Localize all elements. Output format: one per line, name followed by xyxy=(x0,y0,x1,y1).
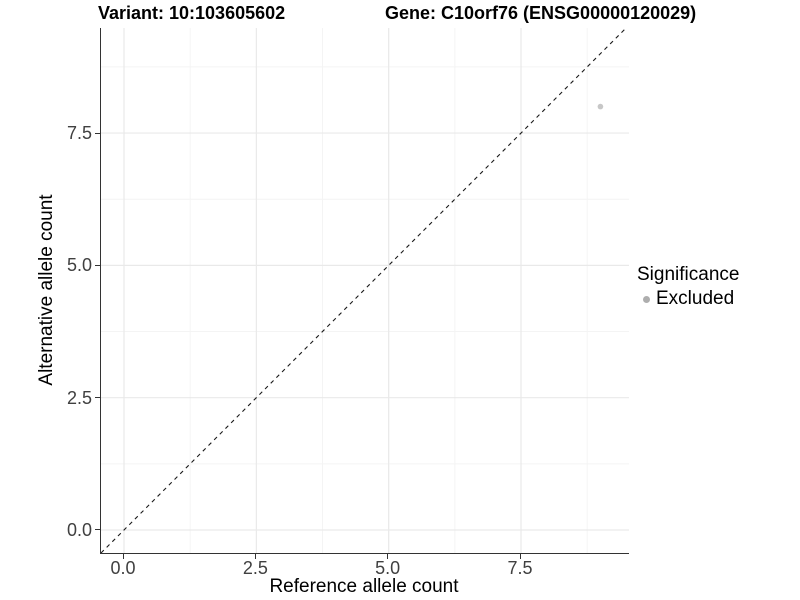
x-axis-title: Reference allele count xyxy=(269,576,459,597)
y-axis-title: Alternative allele count xyxy=(36,194,57,386)
y-tick-label: 5.0 xyxy=(66,255,92,276)
legend-point-icon xyxy=(643,295,650,303)
identity-line xyxy=(101,28,627,553)
y-tick-label: 0.0 xyxy=(66,519,92,540)
x-tick xyxy=(122,554,124,559)
plot-svg xyxy=(101,28,629,553)
legend: Significance Excluded xyxy=(637,263,739,309)
legend-item-excluded: Excluded xyxy=(637,289,739,309)
y-tick xyxy=(95,397,100,399)
x-tick-label: 7.5 xyxy=(507,558,533,578)
x-tick-label: 2.5 xyxy=(242,558,268,578)
y-tick xyxy=(95,264,100,266)
y-tick-label: 2.5 xyxy=(66,387,92,408)
plot-panel xyxy=(100,28,629,554)
y-tick xyxy=(95,132,100,134)
x-tick-label: 0.0 xyxy=(110,558,136,578)
y-tick xyxy=(95,529,100,531)
plot-title-gene: Gene: C10orf76 (ENSG00000120029) xyxy=(385,3,697,23)
data-point xyxy=(597,103,604,110)
legend-title: Significance xyxy=(637,264,740,285)
x-tick xyxy=(387,554,389,559)
x-tick xyxy=(519,554,521,559)
plot-title-variant: Variant: 10:103605602 xyxy=(98,3,286,23)
x-tick-label: 5.0 xyxy=(375,558,401,578)
y-tick-label: 7.5 xyxy=(66,123,92,144)
legend-item-label: Excluded xyxy=(656,288,735,309)
x-tick xyxy=(254,554,256,559)
